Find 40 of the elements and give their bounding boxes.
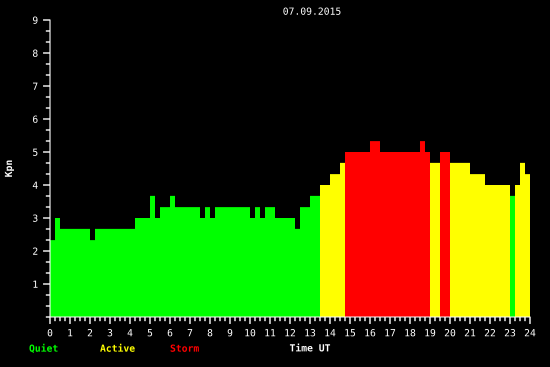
y-tick-label: 3: [32, 214, 38, 222]
y-tick-label: 5: [33, 148, 38, 156]
text: Quiet: [29, 344, 58, 354]
x-tick-label: 16: [365, 329, 376, 336]
x-tick-label: 11: [265, 329, 276, 336]
x-tick-label: 19: [425, 329, 436, 336]
x-tick-label: 18: [405, 329, 416, 336]
x-tick-label: 7: [188, 329, 192, 336]
y-tick-label: 7: [33, 82, 38, 90]
x-tick-label: 0: [48, 329, 52, 336]
y-tick-label: 9: [32, 16, 38, 24]
x-tick-label: 17: [385, 329, 396, 336]
x-tick-label: 1: [68, 329, 72, 336]
text: Storm: [170, 344, 199, 352]
x-tick-label: 10: [245, 329, 256, 336]
x-tick-label: 24: [524, 329, 536, 336]
text: Active: [100, 344, 135, 352]
x-tick-label: 22: [484, 329, 496, 336]
x-tick-label: 15: [345, 329, 356, 336]
x-tick-label: 2: [88, 329, 92, 336]
x-tick-label: 12: [285, 329, 296, 336]
x-tick-label: 9: [228, 329, 232, 336]
x-tick-label: 8: [208, 329, 212, 336]
y-tick-label: 1: [34, 280, 38, 288]
x-tick-label: 5: [148, 329, 152, 336]
x-tick-label: 3: [108, 329, 112, 336]
x-tick-label: 6: [168, 329, 172, 336]
chart-title: 07.09.2015: [283, 7, 340, 15]
x-tick-label: 20: [444, 329, 456, 336]
x-tick-label: 14: [325, 329, 336, 336]
x-tick-label: 4: [128, 329, 132, 336]
y-tick-label: 4: [32, 182, 38, 189]
y-tick-label: 2: [33, 248, 38, 255]
y-axis-title: Kpn: [4, 160, 14, 177]
y-tick-label: 6: [32, 116, 38, 123]
x-tick-label: 23: [504, 329, 516, 336]
y-tick-label: 8: [32, 50, 38, 57]
x-tick-label: 21: [464, 329, 476, 336]
x-tick-label: 13: [305, 329, 316, 336]
x-axis-title: Time UT: [290, 343, 330, 352]
